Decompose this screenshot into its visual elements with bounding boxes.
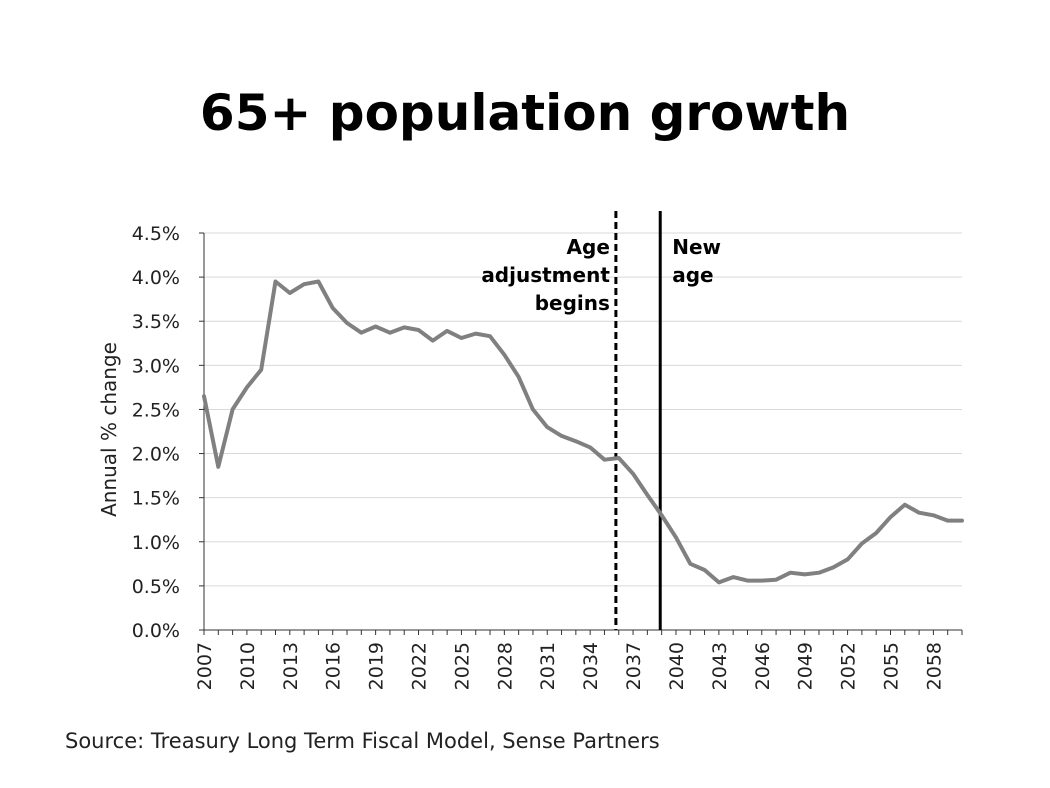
gridlines	[204, 232, 962, 587]
x-tick-label: 2022	[409, 642, 431, 690]
reference-line-label: begins	[535, 291, 610, 315]
y-axis-title: Annual % change	[97, 342, 121, 517]
x-tick-label: 2034	[580, 642, 602, 690]
y-tick-label: 0.5%	[132, 576, 180, 598]
reference-line-label: adjustment	[481, 263, 610, 287]
y-tick-label: 1.0%	[132, 532, 180, 554]
y-tick-label: 2.0%	[132, 444, 180, 466]
y-tick-label: 1.5%	[132, 488, 180, 510]
chart-title: 65+ population growth	[199, 84, 851, 142]
reference-line-label: age	[672, 263, 713, 287]
reference-line-label: New	[672, 235, 721, 259]
x-tick-label: 2055	[880, 642, 902, 690]
x-axis: 2007 2010 2013 2016 2019 2022 2025 2028 2031 2034…	[194, 629, 963, 690]
source-note: Source: Treasury Long Term Fiscal Model,…	[65, 729, 660, 753]
x-tick-label: 2028	[494, 642, 516, 690]
x-tick-label: 2040	[666, 642, 688, 690]
y-tick-label: 3.0%	[132, 355, 180, 377]
x-tick-label: 2007	[194, 642, 216, 690]
x-tick-label: 2013	[280, 642, 302, 690]
x-tick-label: 2019	[366, 642, 388, 690]
reference-line-label: Age	[567, 235, 610, 259]
y-tick-label: 4.5%	[132, 223, 180, 245]
x-tick-label: 2031	[537, 642, 559, 690]
x-tick-label: 2052	[838, 642, 860, 690]
series-line	[202, 279, 964, 585]
x-tick-label: 2037	[623, 642, 645, 690]
x-tick-label: 2043	[709, 642, 731, 690]
y-axis: 0.0% 0.5% 1.0% 1.5% 2.0% 2.5% 3.0% 3.5% 4.0% 4.5%	[132, 223, 205, 642]
x-tick-label: 2025	[451, 642, 473, 690]
series-group	[202, 279, 964, 585]
x-tick-label: 2010	[237, 642, 259, 690]
y-axis-label-group: Annual % change	[97, 342, 121, 517]
y-tick-label: 2.5%	[132, 399, 180, 421]
y-tick-label: 3.5%	[132, 311, 180, 333]
y-tick-label: 0.0%	[132, 620, 180, 642]
y-tick-label: 4.0%	[132, 267, 180, 289]
x-tick-label: 2049	[795, 642, 817, 690]
reference-lines: Age adjustment begins New age	[481, 211, 721, 630]
x-tick-label: 2016	[323, 642, 345, 690]
x-tick-label: 2058	[923, 642, 945, 690]
x-tick-label: 2046	[752, 642, 774, 690]
